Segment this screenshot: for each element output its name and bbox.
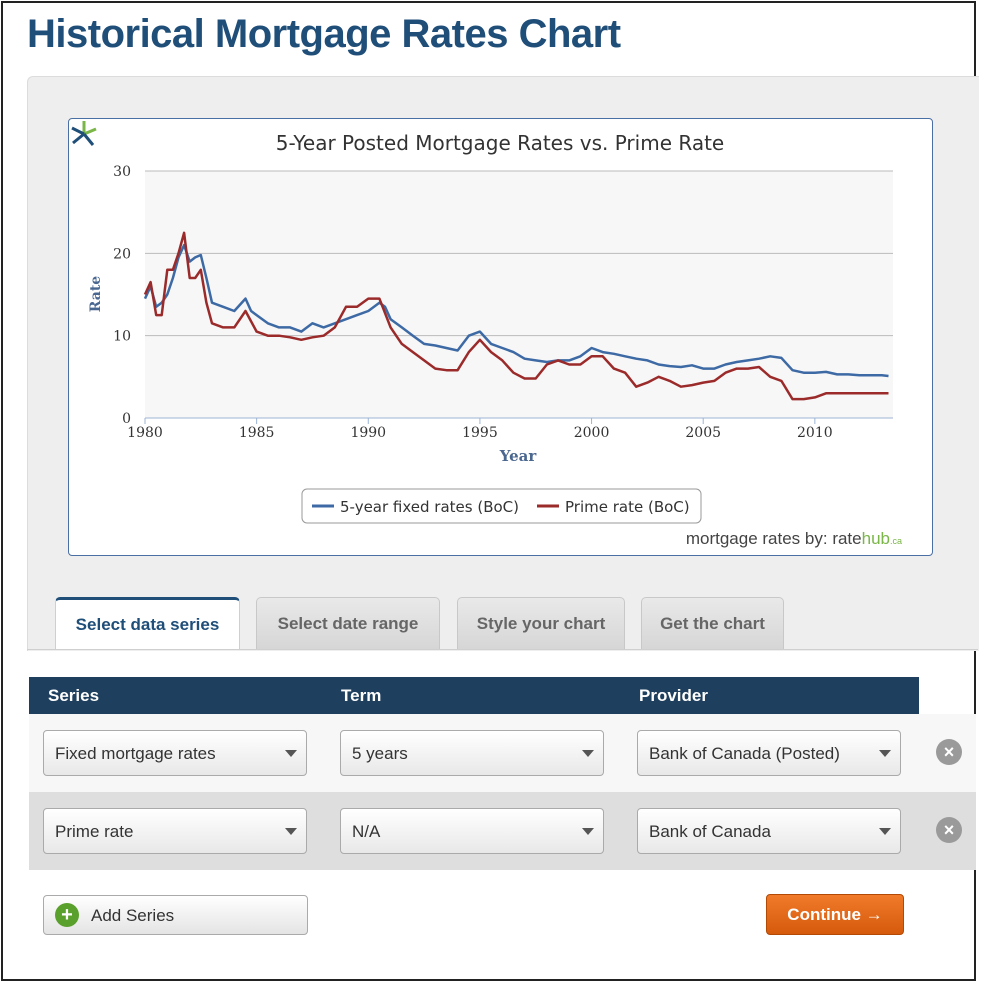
x-tick-label: 2010 (797, 425, 833, 441)
header-provider: Provider (639, 686, 708, 705)
series-select[interactable]: Fixed mortgage rates (43, 730, 307, 776)
y-tick-label: 10 (113, 329, 131, 345)
chart-legend: 5-year fixed rates (BoC) Prime rate (BoC… (301, 488, 702, 524)
provider-select[interactable]: Bank of Canada (637, 808, 901, 854)
page-title: Historical Mortgage Rates Chart (27, 12, 621, 56)
series-select-value: Fixed mortgage rates (55, 744, 216, 763)
remove-series-close-icon[interactable]: × (936, 817, 962, 843)
table-row: Prime rate N/A Bank of Canada × (29, 792, 976, 870)
add-series-label: Add Series (91, 906, 175, 925)
add-series-button[interactable]: + Add Series (43, 895, 308, 935)
provider-select-value: Bank of Canada (649, 822, 771, 841)
chart-container: 1980 1985 1990 1995 2000 2005 2010 0 10 20 30 5-Y… (68, 118, 933, 556)
table-row: Fixed mortgage rates 5 years Bank of Can… (29, 714, 976, 792)
y-axis-label: Rate (88, 276, 104, 312)
x-tick-label: 1990 (350, 425, 386, 441)
series-table-header: Series Term Provider (29, 677, 919, 714)
chart-credit: mortgage rates by: ratehub.ca (686, 529, 902, 549)
y-tick-label: 30 (113, 164, 131, 180)
chevron-down-icon (285, 828, 297, 835)
series-line-prime-rate (143, 231, 889, 401)
chevron-down-icon (582, 828, 594, 835)
tab-select-date-range[interactable]: Select date range (256, 597, 440, 649)
credit-brand-rate: rate (832, 529, 862, 548)
x-tick-label: 1985 (239, 425, 275, 441)
legend-item-prime: Prime rate (BoC) (565, 498, 690, 516)
legend-item-fixed: 5-year fixed rates (BoC) (340, 498, 519, 516)
x-tick-label: 2000 (574, 425, 610, 441)
series-line-fixed-rates (143, 243, 889, 378)
remove-series-close-icon[interactable]: × (936, 739, 962, 765)
chevron-down-icon (879, 828, 891, 835)
term-select[interactable]: N/A (340, 808, 604, 854)
credit-prefix: mortgage rates by: (685, 529, 833, 548)
tab-divider (27, 649, 978, 650)
tab-style-your-chart[interactable]: Style your chart (457, 597, 625, 649)
series-select[interactable]: Prime rate (43, 808, 307, 854)
chart-title: 5-Year Posted Mortgage Rates vs. Prime R… (276, 131, 724, 155)
credit-brand-ca: .ca (889, 536, 902, 546)
y-tick-label: 20 (113, 246, 131, 262)
continue-button[interactable]: Continue → (766, 894, 904, 935)
term-select-value: N/A (352, 822, 381, 841)
mortgage-rate-chart: 1980 1985 1990 1995 2000 2005 2010 0 10 20 30 5-Y… (88, 131, 893, 524)
chevron-down-icon (879, 750, 891, 757)
header-series: Series (48, 686, 100, 705)
x-tick-label: 1995 (462, 425, 498, 441)
header-term: Term (341, 686, 382, 705)
chevron-down-icon (285, 750, 297, 757)
x-axis-label: Year (499, 447, 538, 465)
term-select[interactable]: 5 years (340, 730, 604, 776)
plus-icon: + (55, 903, 79, 927)
y-tick-label: 0 (122, 411, 131, 427)
credit-brand-hub: hub (861, 529, 890, 548)
tab-get-the-chart[interactable]: Get the chart (641, 597, 784, 649)
x-tick-label: 2005 (685, 425, 721, 441)
tab-select-data-series[interactable]: Select data series (55, 597, 240, 650)
chevron-down-icon (582, 750, 594, 757)
provider-select[interactable]: Bank of Canada (Posted) (637, 730, 901, 776)
x-tick-label: 1980 (127, 425, 163, 441)
term-select-value: 5 years (352, 744, 408, 763)
series-select-value: Prime rate (55, 822, 134, 841)
ratehub-logo-icon (71, 121, 97, 146)
provider-select-value: Bank of Canada (Posted) (649, 744, 840, 763)
